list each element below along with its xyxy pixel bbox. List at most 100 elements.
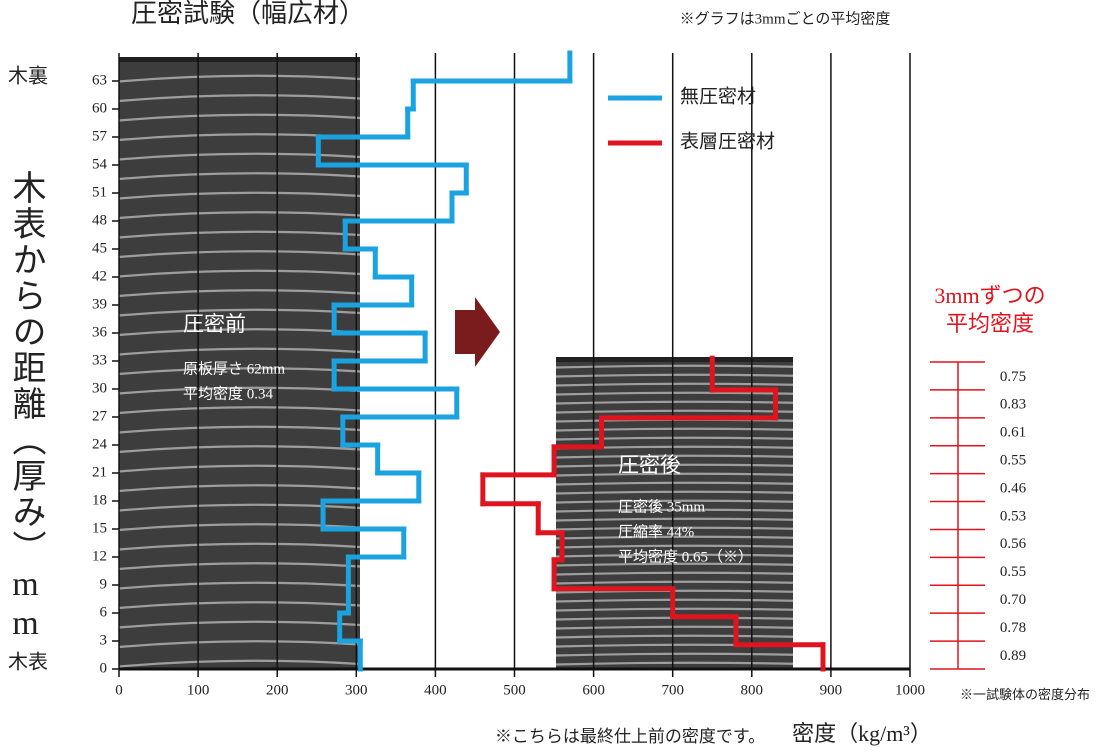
photo-grain — [118, 484, 361, 493]
photo-grain — [555, 580, 794, 585]
photo-grain — [118, 269, 361, 278]
legend-label: 表層圧密材 — [680, 130, 775, 152]
photo-grain — [555, 454, 794, 459]
photo-grain — [555, 409, 794, 414]
side-label: 0.55 — [1000, 453, 1026, 469]
x-tick-label: 300 — [345, 682, 368, 698]
photo-grain — [555, 625, 794, 630]
photo-grain — [118, 581, 361, 590]
photo-grain — [555, 652, 794, 657]
photo-grain — [555, 553, 794, 558]
photo-grain — [555, 364, 794, 369]
annotation-title: 圧密後 — [618, 453, 681, 477]
photo-grain — [118, 250, 361, 259]
annotation-line: 平均密度 0.65（※） — [618, 548, 753, 565]
y-tick-label: 45 — [92, 240, 107, 256]
photo-grain — [555, 526, 794, 531]
annotation-title: 圧密前 — [183, 312, 246, 336]
x-tick-label: 800 — [741, 682, 764, 698]
photo-grain — [118, 172, 361, 181]
y-top-label: 木裏 — [8, 65, 48, 88]
side-label: 0.70 — [1000, 592, 1026, 608]
photo-grain — [118, 659, 361, 668]
photo-grain — [118, 367, 361, 376]
x-tick-label: 0 — [115, 682, 123, 698]
photo-grain — [555, 499, 794, 504]
photo-grain — [118, 94, 361, 103]
photo-grain — [555, 634, 794, 639]
photo-grain — [118, 425, 361, 434]
x-axis-title: 密度（kg/m³） — [792, 721, 932, 746]
x-tick-label: 100 — [187, 682, 210, 698]
side-label: 0.75 — [1000, 369, 1026, 385]
side-title: 平均密度 — [946, 311, 1034, 336]
photo-grain — [118, 562, 361, 571]
photo-grain — [118, 620, 361, 629]
y-tick-label: 42 — [92, 268, 107, 284]
x-footnote: ※こちらは最終仕上前の密度です。 — [495, 727, 765, 746]
photo-grain — [118, 211, 361, 220]
photo-grain — [118, 640, 361, 649]
side-label: 0.53 — [1000, 508, 1026, 524]
y-tick-label: 30 — [92, 380, 107, 396]
photo-grain — [555, 463, 794, 468]
y-tick-label: 63 — [92, 72, 107, 88]
x-tick-label: 400 — [424, 682, 447, 698]
side-label: 0.56 — [1000, 536, 1027, 552]
y-tick-label: 27 — [92, 408, 108, 424]
photo-grain — [118, 601, 361, 610]
photo-grain — [555, 535, 794, 540]
photo-grain — [555, 427, 794, 432]
photo-grain — [555, 661, 794, 666]
arrow — [455, 297, 500, 367]
legend-label: 無圧密材 — [680, 85, 756, 107]
x-tick-label: 900 — [820, 682, 843, 698]
photo-grain — [555, 436, 794, 441]
y-axis-title: 木表からの距離（厚み）mm — [7, 170, 44, 644]
photo-grain — [118, 464, 361, 473]
y-tick-label: 3 — [100, 632, 108, 648]
y-tick-label: 39 — [92, 296, 107, 312]
y-tick-label: 48 — [92, 212, 107, 228]
chart-title: 圧密試験（幅広材） — [131, 0, 365, 28]
y-tick-label: 36 — [92, 324, 108, 340]
y-tick-label: 15 — [92, 520, 107, 536]
photo-grain — [118, 113, 361, 122]
side-title: 3mmずつの — [934, 283, 1045, 308]
photo-grain — [118, 542, 361, 551]
photo-grain — [555, 562, 794, 567]
photo-grain — [118, 445, 361, 454]
annotation-line: 原板厚さ 62mm — [183, 359, 285, 377]
side-label: 0.46 — [1000, 480, 1027, 496]
side-label: 0.89 — [1000, 648, 1026, 664]
photo-grain — [555, 373, 794, 378]
photo-grain — [555, 571, 794, 576]
y-tick-label: 24 — [92, 436, 108, 452]
y-bottom-label: 木表 — [8, 651, 48, 674]
side-label: 0.55 — [1000, 564, 1026, 580]
x-tick-label: 1000 — [895, 682, 925, 698]
photo-grain — [555, 481, 794, 486]
photo-grain — [118, 328, 361, 337]
y-tick-label: 9 — [100, 576, 108, 592]
photo-grain — [118, 74, 361, 83]
photo-grain — [555, 400, 794, 405]
y-tick-label: 33 — [92, 352, 107, 368]
photo-grain — [118, 152, 361, 161]
photo-top — [556, 357, 793, 362]
x-tick-label: 500 — [503, 682, 526, 698]
y-tick-label: 57 — [92, 128, 108, 144]
photo-grain — [118, 523, 361, 532]
y-tick-label: 0 — [100, 660, 108, 676]
photo-grain — [555, 382, 794, 387]
photo-grain — [118, 308, 361, 317]
photo-grain — [555, 391, 794, 396]
photo-grain — [118, 386, 361, 395]
side-label: 0.61 — [1000, 425, 1026, 441]
photo-grain — [555, 472, 794, 477]
side-label: 0.83 — [1000, 397, 1026, 413]
x-tick-label: 700 — [661, 682, 684, 698]
y-tick-label: 54 — [92, 156, 108, 172]
